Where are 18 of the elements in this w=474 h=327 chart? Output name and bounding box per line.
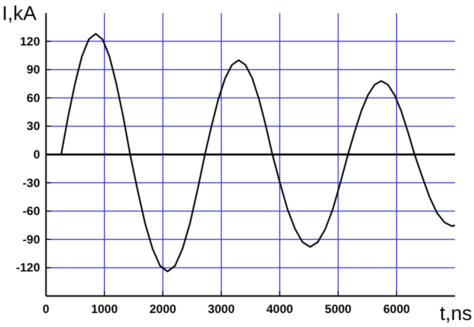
y-tick-label: -90	[22, 232, 40, 246]
y-tick-label: 30	[26, 119, 40, 134]
y-tick-label: -30	[22, 176, 40, 190]
y-tick-label: 60	[26, 90, 40, 105]
x-axis-title: t,ns	[440, 303, 472, 325]
y-tick-label: -120	[16, 260, 40, 275]
x-tick-label: 3000	[208, 302, 235, 316]
y-tick-label: -60	[22, 204, 40, 218]
x-tick-label: 4000	[266, 302, 294, 316]
y-tick-label: 120	[20, 34, 40, 48]
x-tick-label: 2000	[150, 302, 177, 316]
y-tick-label: 0	[33, 148, 40, 162]
x-tick-label: 1000	[91, 302, 118, 316]
x-tick-label: 6000	[383, 302, 410, 316]
x-tick-label: 0	[42, 302, 50, 316]
y-tick-label: 90	[26, 62, 40, 77]
x-tick-label: 5000	[324, 302, 352, 316]
y-axis-title: I,kA	[2, 3, 38, 25]
